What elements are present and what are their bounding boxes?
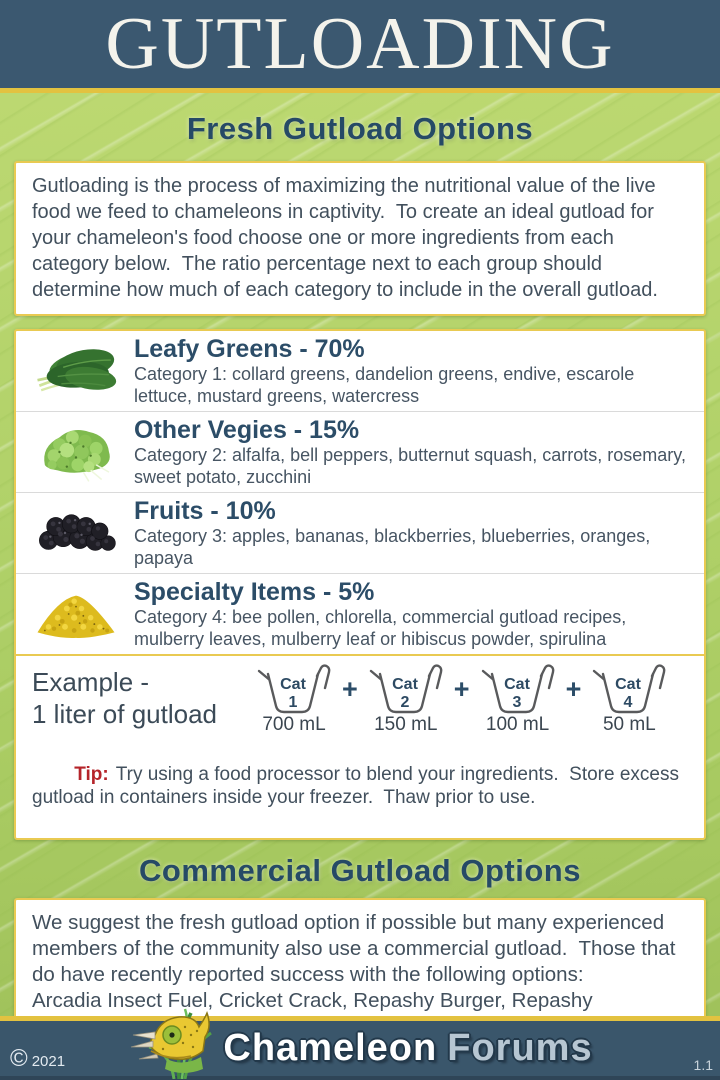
category-text: Leafy Greens - 70% Category 1: collard g…: [134, 335, 690, 407]
chameleon-icon: [131, 1008, 213, 1079]
intro-text-box: Gutloading is the process of maximizing …: [14, 161, 706, 316]
footer-banner: Chameleon Forums © 2021 1.1: [0, 1008, 720, 1080]
categories-box: Leafy Greens - 70% Category 1: collard g…: [14, 329, 706, 840]
category-description: Category 2: alfalfa, bell peppers, butte…: [134, 445, 686, 487]
commercial-products: Arcadia Insect Fuel, Cricket Crack, Repa…: [32, 989, 593, 1016]
category-row-specialty-items: Specialty Items - 5% Category 4: bee pol…: [16, 573, 704, 654]
tip-text: Tip: Try using a food processor to blend …: [16, 740, 704, 838]
svg-text:1: 1: [289, 694, 298, 711]
brand-chameleon: Chameleon: [223, 1027, 438, 1069]
bee-pollen-image: [32, 581, 120, 647]
version-number: 1.1: [693, 1057, 713, 1073]
category-row-other-vegies: Other Vegies - 15% Category 2: alfalfa, …: [16, 411, 704, 492]
svg-text:3: 3: [512, 694, 521, 711]
example-section: Example - 1 liter of gutload Cat 1 700 m…: [16, 654, 704, 734]
category-title: Other Vegies - 15%: [134, 416, 360, 444]
tip-label: Tip:: [74, 764, 109, 785]
measuring-cup-icon: Cat 2: [369, 664, 443, 714]
category-text: Fruits - 10% Category 3: apples, bananas…: [134, 497, 690, 569]
plus-sign: +: [453, 674, 470, 704]
category-row-leafy-greens: Leafy Greens - 70% Category 1: collard g…: [16, 331, 704, 411]
measuring-cups-row: Cat 1 700 mL + Cat 2 150 mL: [254, 662, 669, 734]
gold-divider-bottom: [0, 1016, 720, 1021]
gold-divider-top: [0, 88, 720, 93]
category-description: Category 3: apples, bananas, blackberrie…: [134, 526, 651, 568]
cup-amount: 150 mL: [374, 714, 438, 735]
plus-sign: +: [565, 674, 582, 704]
measuring-cup-icon: Cat 3: [481, 664, 554, 714]
commercial-body: We suggest the fresh gutload option if p…: [32, 911, 682, 986]
example-label-line2: 1 liter of gutload: [32, 699, 218, 729]
cup-amount: 100 mL: [485, 714, 550, 735]
commercial-text-box: We suggest the fresh gutload option if p…: [14, 898, 706, 1016]
example-label-line1: Example -: [32, 667, 150, 697]
svg-text:Cat: Cat: [280, 676, 306, 693]
example-label: Example - 1 liter of gutload: [32, 662, 254, 734]
measuring-cup-2: Cat 2 150 mL: [366, 662, 446, 734]
plus-sign: +: [342, 674, 358, 704]
cup-amount: 700 mL: [262, 714, 326, 735]
svg-text:Cat: Cat: [615, 676, 641, 693]
footer-logo: Chameleon Forums: [0, 1008, 720, 1079]
copyright-icon: ©: [10, 1045, 28, 1072]
measuring-cup-icon: Cat 1: [257, 664, 331, 714]
copyright: © 2021: [10, 1047, 65, 1071]
measuring-cup-icon: Cat 4: [593, 664, 666, 714]
category-text: Specialty Items - 5% Category 4: bee pol…: [134, 578, 690, 650]
copyright-year: 2021: [31, 1053, 66, 1070]
collard-greens-image: [32, 338, 120, 404]
svg-text:Cat: Cat: [392, 676, 418, 693]
category-title: Leafy Greens - 70%: [134, 335, 365, 363]
leaf-background: Fresh Gutload Options Gutloading is the …: [0, 93, 720, 1016]
brand-forums: Forums: [447, 1027, 593, 1069]
category-title: Specialty Items - 5%: [134, 578, 375, 606]
brand-wordmark: Chameleon Forums: [223, 1027, 592, 1070]
svg-text:Cat: Cat: [504, 676, 530, 693]
svg-text:2: 2: [400, 694, 409, 711]
measuring-cup-4: Cat 4 50 mL: [589, 662, 669, 734]
measuring-cup-3: Cat 3 100 mL: [478, 662, 558, 734]
page-title: GUTLOADING: [105, 3, 615, 85]
category-description: Category 1: collard greens, dandelion gr…: [134, 364, 635, 406]
measuring-cup-1: Cat 1 700 mL: [254, 662, 334, 734]
title-banner: GUTLOADING: [0, 0, 720, 88]
category-row-fruits: Fruits - 10% Category 3: apples, bananas…: [16, 492, 704, 573]
commercial-options-heading: Commercial Gutload Options: [139, 853, 581, 888]
fresh-options-heading: Fresh Gutload Options: [186, 111, 534, 146]
category-text: Other Vegies - 15% Category 2: alfalfa, …: [134, 416, 690, 488]
category-description: Category 4: bee pollen, chlorella, comme…: [134, 607, 627, 649]
blackberries-image: [32, 500, 120, 566]
tip-body: Try using a food processor to blend your…: [32, 764, 685, 808]
category-title: Fruits - 10%: [134, 497, 276, 525]
alfalfa-sprouts-image: [32, 419, 120, 485]
svg-text:4: 4: [624, 694, 633, 711]
cup-amount: 50 mL: [602, 714, 656, 735]
